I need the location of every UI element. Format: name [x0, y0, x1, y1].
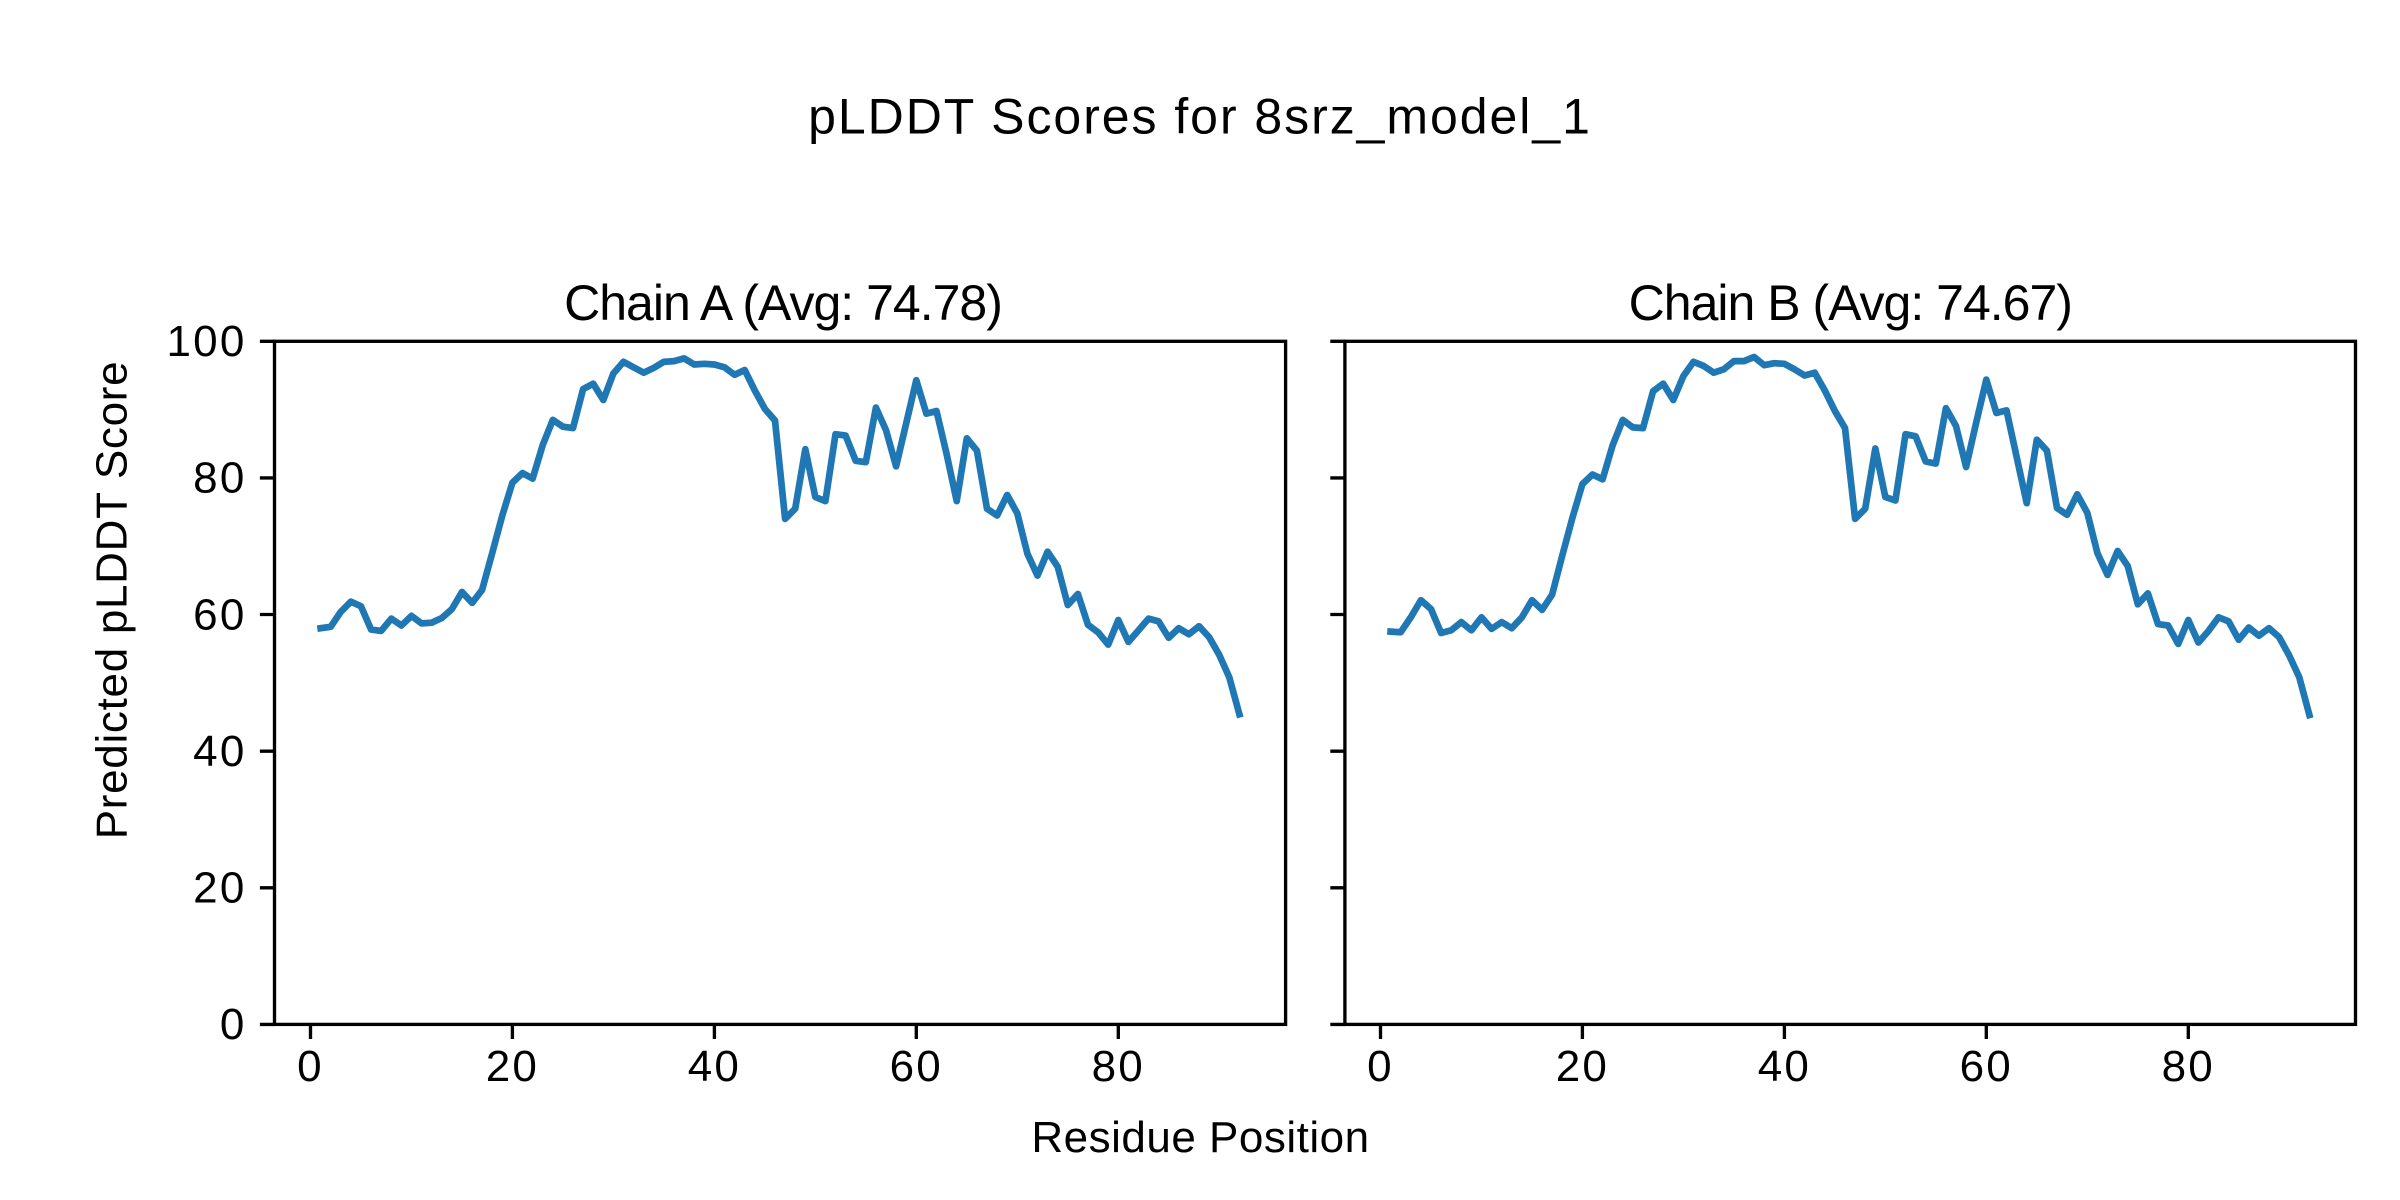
svg-text:pLDDT Scores for 8srz_model_1: pLDDT Scores for 8srz_model_1	[808, 88, 1592, 144]
svg-text:20: 20	[1556, 1042, 1609, 1091]
svg-text:20: 20	[486, 1042, 539, 1091]
svg-text:80: 80	[1092, 1042, 1145, 1091]
svg-text:Chain A (Avg: 74.78): Chain A (Avg: 74.78)	[564, 275, 1002, 331]
svg-text:0: 0	[297, 1042, 324, 1091]
svg-text:60: 60	[890, 1042, 943, 1091]
svg-text:60: 60	[193, 590, 246, 639]
svg-text:Predicted pLDDT Score: Predicted pLDDT Score	[88, 361, 137, 840]
svg-text:60: 60	[1960, 1042, 2013, 1091]
svg-text:Residue Position: Residue Position	[1031, 1113, 1369, 1162]
svg-text:0: 0	[1367, 1042, 1394, 1091]
svg-text:40: 40	[688, 1042, 741, 1091]
svg-text:40: 40	[1758, 1042, 1811, 1091]
svg-text:100: 100	[166, 317, 246, 366]
svg-text:Chain B (Avg: 74.67): Chain B (Avg: 74.67)	[1629, 275, 2072, 331]
svg-text:80: 80	[2162, 1042, 2215, 1091]
svg-text:20: 20	[193, 864, 246, 913]
svg-text:80: 80	[193, 454, 246, 503]
svg-text:0: 0	[220, 1000, 247, 1049]
svg-text:40: 40	[193, 727, 246, 776]
